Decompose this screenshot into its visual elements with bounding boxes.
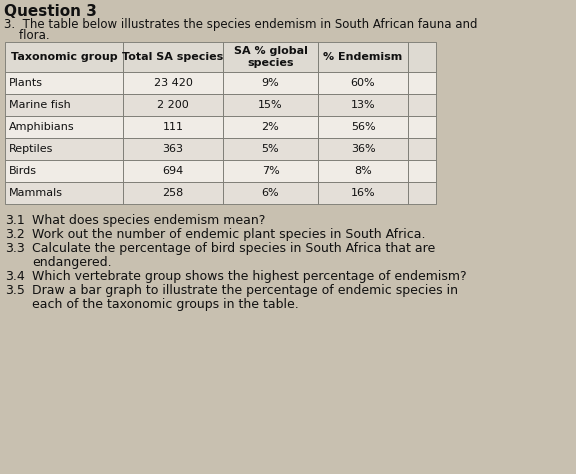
Bar (223, 72, 318, 94)
Text: 3.4: 3.4 (5, 270, 25, 283)
Text: 7%: 7% (262, 166, 279, 176)
Bar (5, 94, 123, 116)
Text: SA % global
species: SA % global species (233, 46, 308, 68)
Text: 2 200: 2 200 (157, 100, 189, 110)
Text: 5%: 5% (262, 144, 279, 154)
Bar (408, 72, 436, 94)
Bar (223, 116, 318, 138)
Text: 694: 694 (162, 166, 184, 176)
Bar (318, 182, 408, 204)
Text: 363: 363 (162, 144, 184, 154)
Bar (408, 160, 436, 182)
Bar (318, 42, 408, 72)
Bar (5, 138, 123, 160)
Bar (123, 116, 223, 138)
Text: 23 420: 23 420 (154, 78, 192, 88)
Text: 111: 111 (162, 122, 184, 132)
Text: Amphibians: Amphibians (9, 122, 75, 132)
Bar (318, 72, 408, 94)
Text: 258: 258 (162, 188, 184, 198)
Bar (408, 182, 436, 204)
Text: 16%: 16% (351, 188, 376, 198)
Text: 3.2: 3.2 (5, 228, 25, 241)
Bar (5, 160, 123, 182)
Bar (5, 42, 123, 72)
Bar (223, 94, 318, 116)
Text: What does species endemism mean?: What does species endemism mean? (32, 214, 266, 227)
Text: 2%: 2% (262, 122, 279, 132)
Bar (318, 94, 408, 116)
Text: Question 3: Question 3 (4, 4, 97, 19)
Bar (5, 72, 123, 94)
Text: 13%: 13% (351, 100, 376, 110)
Bar (123, 42, 223, 72)
Text: 8%: 8% (354, 166, 372, 176)
Text: endangered.: endangered. (32, 256, 112, 269)
Text: 36%: 36% (351, 144, 376, 154)
Text: flora.: flora. (4, 29, 50, 42)
Bar (223, 160, 318, 182)
Text: 60%: 60% (351, 78, 376, 88)
Text: 56%: 56% (351, 122, 376, 132)
Bar (5, 116, 123, 138)
Bar (123, 72, 223, 94)
Text: 3.5: 3.5 (5, 284, 25, 297)
Text: 3.  The table below illustrates the species endemism in South African fauna and: 3. The table below illustrates the speci… (4, 18, 478, 31)
Text: Reptiles: Reptiles (9, 144, 54, 154)
Bar (123, 182, 223, 204)
Text: 3.1: 3.1 (5, 214, 25, 227)
Bar (123, 94, 223, 116)
Bar (223, 182, 318, 204)
Text: Plants: Plants (9, 78, 43, 88)
Text: each of the taxonomic groups in the table.: each of the taxonomic groups in the tabl… (32, 298, 299, 311)
Text: Draw a bar graph to illustrate the percentage of endemic species in: Draw a bar graph to illustrate the perce… (32, 284, 458, 297)
Bar (318, 138, 408, 160)
Bar (408, 94, 436, 116)
Text: Total SA species: Total SA species (122, 52, 223, 62)
Text: Birds: Birds (9, 166, 37, 176)
Bar (408, 42, 436, 72)
Text: 6%: 6% (262, 188, 279, 198)
Bar (318, 160, 408, 182)
Text: Taxonomic group: Taxonomic group (11, 52, 118, 62)
Bar (123, 138, 223, 160)
Text: Mammals: Mammals (9, 188, 63, 198)
Text: Marine fish: Marine fish (9, 100, 71, 110)
Text: Calculate the percentage of bird species in South Africa that are: Calculate the percentage of bird species… (32, 242, 435, 255)
Text: Work out the number of endemic plant species in South Africa.: Work out the number of endemic plant spe… (32, 228, 426, 241)
Text: 15%: 15% (258, 100, 283, 110)
Bar (5, 182, 123, 204)
Bar (223, 138, 318, 160)
Bar (408, 138, 436, 160)
Bar (408, 116, 436, 138)
Text: % Endemism: % Endemism (323, 52, 403, 62)
Text: Which vertebrate group shows the highest percentage of endemism?: Which vertebrate group shows the highest… (32, 270, 467, 283)
Bar (123, 160, 223, 182)
Text: 9%: 9% (262, 78, 279, 88)
Bar (223, 42, 318, 72)
Bar (318, 116, 408, 138)
Text: 3.3: 3.3 (5, 242, 25, 255)
